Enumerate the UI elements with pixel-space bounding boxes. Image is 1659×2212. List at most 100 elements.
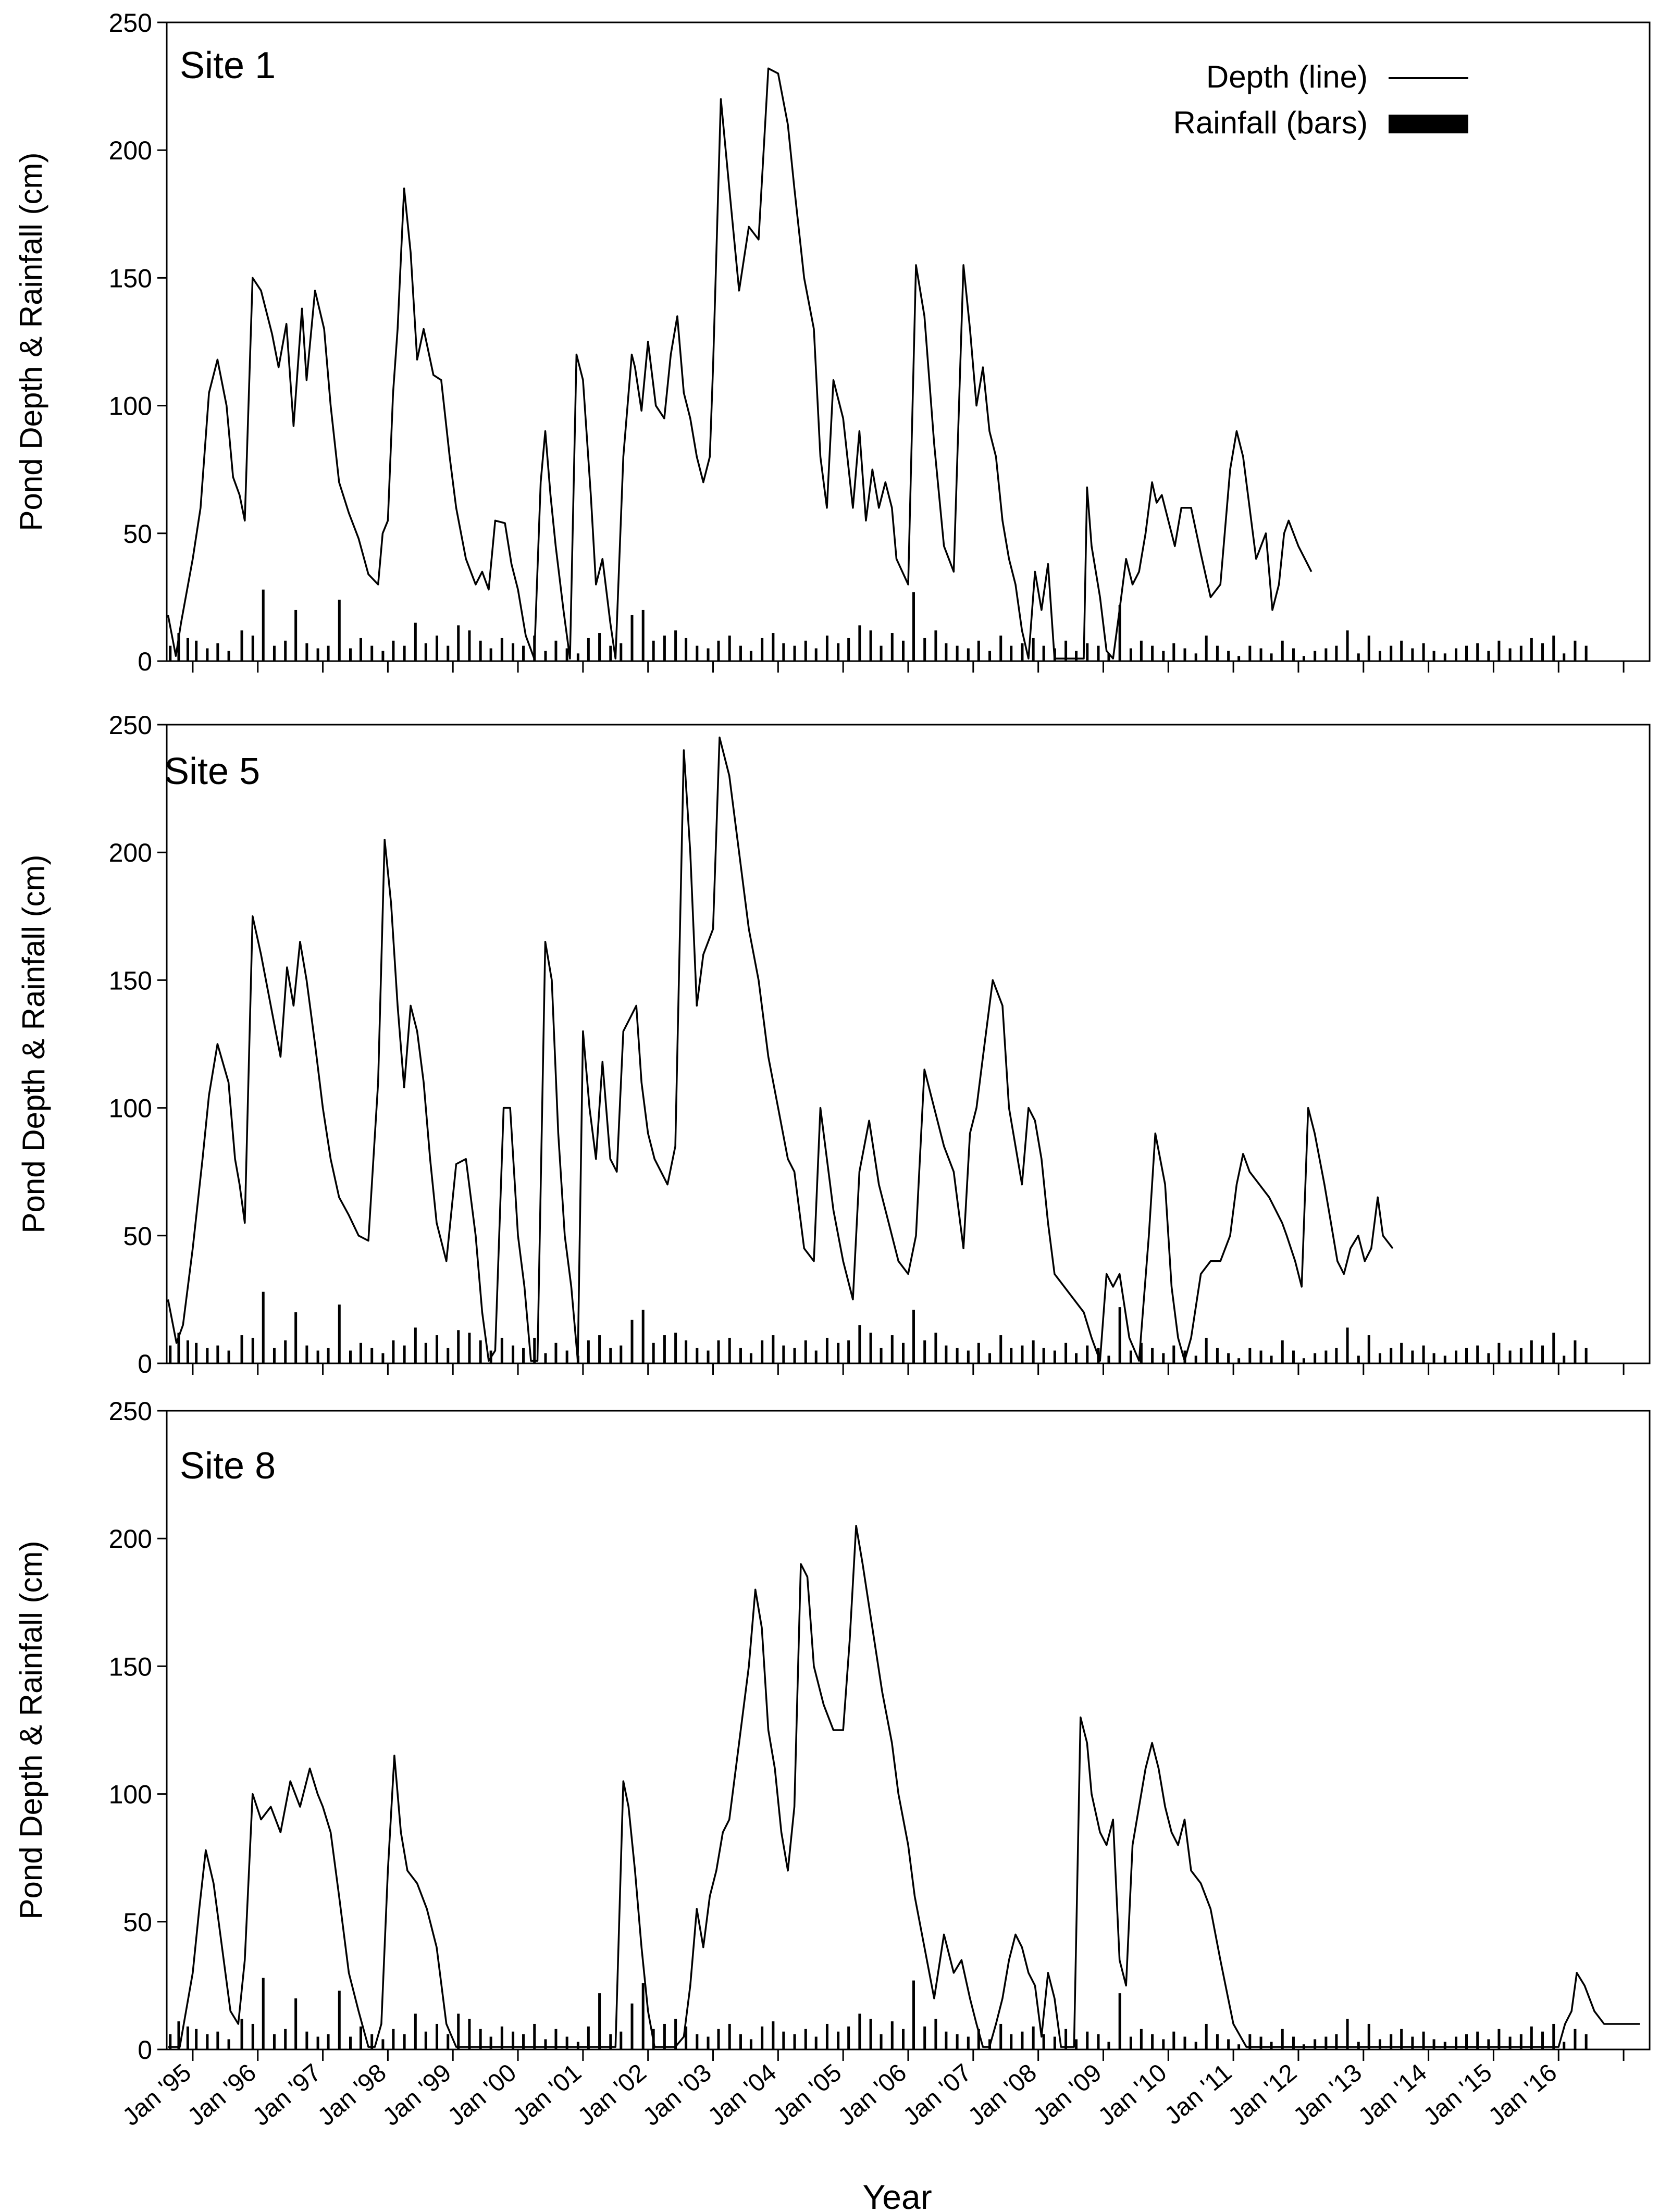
y-tick-label: 250 [109, 1397, 152, 1426]
rainfall-bar [447, 645, 450, 661]
rainfall-bar [206, 1348, 209, 1363]
rainfall-bar [825, 2023, 828, 2049]
rainfall-bar [761, 1340, 764, 1363]
rainfall-bar [294, 610, 298, 661]
rainfall-bar [1097, 645, 1100, 661]
rainfall-bar [1021, 2031, 1024, 2049]
legend-rainfall-label: Rainfall (bars) [1173, 105, 1368, 140]
rainfall-bar [1172, 2031, 1175, 2049]
rainfall-bar [544, 1353, 547, 1363]
rainfall-bar [1172, 1345, 1175, 1363]
y-tick-label: 200 [109, 838, 152, 867]
rainfall-bar [195, 1343, 198, 1363]
rainfall-bar [1270, 1356, 1273, 1363]
rainfall-bar [1519, 1348, 1522, 1363]
rainfall-bar [195, 2029, 198, 2049]
rainfall-bar [749, 2039, 752, 2049]
rainfall-bar [359, 2026, 362, 2049]
rainfall-bar [565, 1350, 568, 1363]
rainfall-bar [468, 2019, 471, 2049]
rainfall-bar [902, 1343, 905, 1363]
rainfall-bar [988, 651, 992, 661]
rainfall-bar [728, 1337, 731, 1363]
rainfall-bar [359, 1343, 362, 1363]
rainfall-bar [1216, 645, 1219, 661]
rainfall-bar [977, 2029, 980, 2049]
rainfall-bar [847, 638, 850, 661]
rainfall-bar [1400, 2029, 1403, 2049]
rainfall-bar [316, 648, 319, 661]
rainfall-bar [1508, 648, 1512, 661]
rainfall-bar [186, 1340, 189, 1363]
rainfall-bar [858, 625, 861, 661]
rainfall-bar [902, 2029, 905, 2049]
rainfall-bar [630, 2003, 634, 2049]
rainfall-bar [814, 1350, 818, 1363]
rainfall-bar [1183, 648, 1186, 661]
rainfall-bar [847, 1340, 850, 1363]
rainfall-bar [1367, 1335, 1370, 1363]
panel-site-1: Site 1 Pond Depth & Rainfall (cm) Depth … [14, 8, 1651, 676]
rainfall-bar [1465, 2034, 1468, 2049]
rainfall-bar [1584, 645, 1588, 661]
rainfall-bar [772, 1335, 775, 1363]
rainfall-bar [1227, 1353, 1230, 1363]
rainfall-bar [1270, 653, 1273, 661]
rainfall-bar [1357, 1356, 1360, 1363]
rainfall-bar [1032, 1340, 1035, 1363]
rainfall-bar [1151, 2034, 1154, 2049]
rainfall-bar [1248, 645, 1252, 661]
rainfall-bar [216, 2031, 219, 2049]
rainfall-bar [338, 1991, 341, 2049]
rainfall-bar [858, 2014, 861, 2049]
rainfall-bar [837, 643, 840, 661]
rainfall-bar [1324, 1350, 1328, 1363]
rainfall-bar [1552, 1333, 1555, 1363]
rainfall-bar [663, 2023, 666, 2049]
y-tick-label: 0 [138, 647, 152, 676]
rainfall-bar [598, 1335, 601, 1363]
rainfall-bar [880, 645, 883, 661]
rainfall-bar [1378, 1353, 1381, 1363]
rainfall-bar [1118, 1993, 1121, 2049]
rainfall-bar [216, 1345, 219, 1363]
rainfall-bar [1432, 651, 1435, 661]
rainfall-bar [739, 1348, 742, 1363]
rainfall-bar [327, 645, 330, 661]
rainfall-bar [1216, 1348, 1219, 1363]
rainfall-bar [544, 2039, 547, 2049]
y-axis-label: Pond Depth & Rainfall (cm) [16, 855, 51, 1234]
rainfall-bar [554, 640, 558, 661]
rainfall-bar [1107, 2042, 1110, 2049]
rainfall-bar [1411, 648, 1414, 661]
rainfall-bar [262, 1978, 265, 2049]
rainfall-bar [793, 645, 796, 661]
rainfall-bar [1346, 2019, 1349, 2049]
rainfall-bar [609, 2034, 612, 2049]
rainfall-bar [1476, 1345, 1479, 1363]
rainfall-bar [1519, 645, 1522, 661]
rainfall-bar [1270, 2042, 1273, 2049]
rainfall-bar [1476, 643, 1479, 661]
rainfall-bar [1541, 643, 1544, 661]
rainfall-bar [652, 640, 655, 661]
rainfall-bar [1574, 2029, 1577, 2049]
legend: Depth (line) Rainfall (bars) [1173, 59, 1468, 140]
rainfall-bar [479, 640, 482, 661]
y-tick-label: 100 [109, 392, 152, 421]
rainfall-bar [195, 640, 198, 661]
rainfall-bar [403, 2034, 406, 2049]
rainfall-bar [338, 1304, 341, 1363]
rainfall-bar [349, 2036, 352, 2049]
rainfall-bar [1400, 640, 1403, 661]
rainfall-bar [652, 1343, 655, 1363]
rainfall-bar [1476, 2031, 1479, 2049]
rainfall-bar [814, 2036, 818, 2049]
rainfall-bar [717, 1340, 720, 1363]
rainfall-bar [674, 630, 677, 661]
rainfall-bar [739, 2034, 742, 2049]
rainfall-bar [565, 648, 568, 661]
legend-depth-label: Depth (line) [1206, 59, 1368, 94]
rainfall-bar [999, 2023, 1002, 2049]
rainfall-bar [804, 2029, 807, 2049]
